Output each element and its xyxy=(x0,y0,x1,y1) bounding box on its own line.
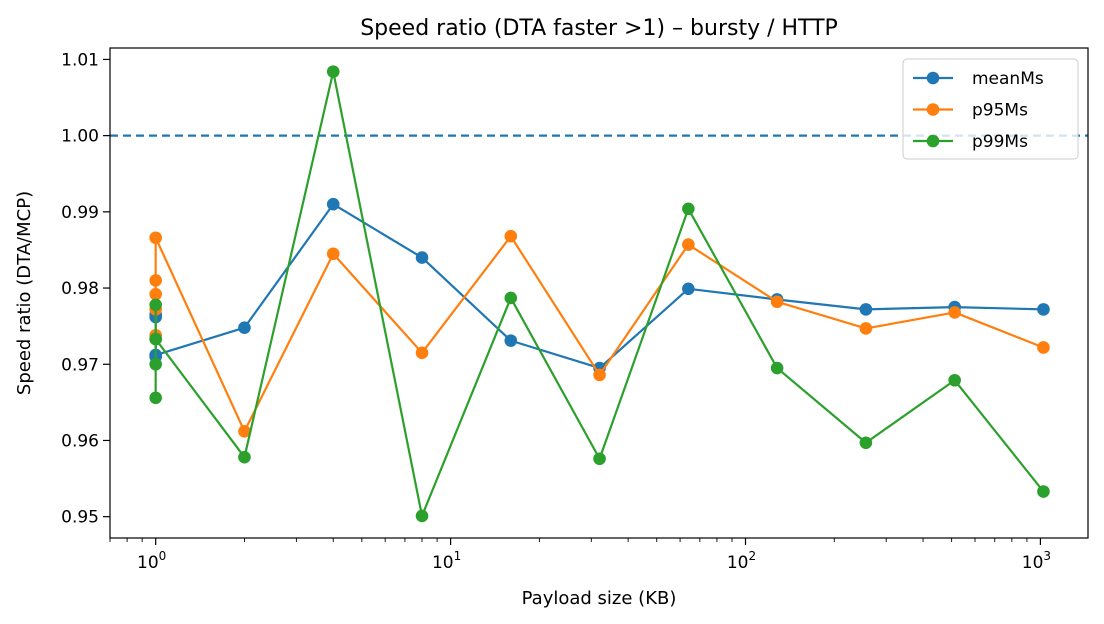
y-tick-label: 0.98 xyxy=(61,279,99,299)
legend: meanMs p95Ms p99Ms xyxy=(902,58,1079,160)
data-point xyxy=(1037,303,1050,316)
data-point xyxy=(504,229,518,243)
data-point xyxy=(149,274,162,287)
y-tick-label: 0.97 xyxy=(61,355,99,375)
legend-marker xyxy=(926,71,940,85)
y-tick-label: 0.99 xyxy=(61,203,99,223)
y-axis: 0.95 0.96 0.97 0.98 0.99 1.00 1.01 xyxy=(61,50,110,528)
series-p99Ms xyxy=(149,65,1050,523)
plot-frame xyxy=(109,47,1089,539)
data-point xyxy=(1037,485,1050,498)
y-tick-label: 0.96 xyxy=(61,431,99,451)
data-point xyxy=(948,373,961,387)
x-tick-label: 100 xyxy=(137,549,166,573)
data-point xyxy=(859,322,873,335)
data-point xyxy=(682,282,695,296)
data-point xyxy=(149,332,162,346)
x-tick-label: 102 xyxy=(727,549,756,573)
data-point xyxy=(149,287,162,301)
data-point xyxy=(238,425,251,438)
data-point xyxy=(238,450,251,464)
data-point xyxy=(326,65,340,78)
legend-marker xyxy=(926,103,940,116)
x-tick-label: 103 xyxy=(1022,549,1051,573)
y-tick-label: 1.01 xyxy=(61,50,99,70)
x-tick-label: 101 xyxy=(432,549,461,573)
x-tick-exponent: 2 xyxy=(749,549,757,563)
series-line xyxy=(154,70,1045,518)
data-point xyxy=(682,238,695,251)
y-tick-label: 1.00 xyxy=(61,127,99,147)
x-tick-exponent: 1 xyxy=(454,549,462,563)
data-point xyxy=(415,509,429,523)
legend-item: p99Ms xyxy=(913,132,1028,152)
data-point xyxy=(593,452,606,466)
legend-item: meanMs xyxy=(913,69,1044,89)
data-point xyxy=(415,346,429,360)
x-tick-base: 10 xyxy=(432,553,454,573)
data-point xyxy=(770,295,784,309)
x-tick-exponent: 0 xyxy=(159,549,167,563)
data-point xyxy=(859,436,873,450)
x-tick-exponent: 3 xyxy=(1043,549,1051,563)
data-point xyxy=(149,298,162,312)
y-axis-label: Speed ratio (DTA/MCP) xyxy=(14,191,35,395)
data-point xyxy=(1037,341,1050,354)
x-axis-label: Payload size (KB) xyxy=(522,588,677,609)
legend-label: meanMs xyxy=(972,69,1044,89)
legend-item: p95Ms xyxy=(913,101,1028,121)
data-point xyxy=(504,334,518,347)
data-point xyxy=(149,231,162,245)
legend-label: p95Ms xyxy=(972,101,1028,121)
legend-marker xyxy=(926,134,940,148)
data-point xyxy=(504,291,518,305)
x-tick-base: 10 xyxy=(137,553,159,573)
chart-title: Speed ratio (DTA faster >1) – bursty / H… xyxy=(360,16,838,41)
data-point xyxy=(415,251,429,264)
data-point xyxy=(238,321,251,334)
data-point xyxy=(682,202,695,216)
data-point xyxy=(326,247,340,261)
data-point xyxy=(593,368,606,382)
data-point xyxy=(859,303,873,316)
x-tick-base: 10 xyxy=(1022,553,1044,573)
data-point xyxy=(948,306,961,319)
data-point xyxy=(326,197,340,211)
x-axis: 100 101 102 103 xyxy=(109,538,1051,573)
x-tick-base: 10 xyxy=(727,553,749,573)
legend-label: p99Ms xyxy=(972,132,1028,152)
data-point xyxy=(149,357,162,371)
data-point xyxy=(770,361,784,375)
y-tick-label: 0.95 xyxy=(61,508,99,528)
data-point xyxy=(149,391,162,405)
plot-area xyxy=(110,65,1088,523)
legend-box xyxy=(902,58,1079,160)
